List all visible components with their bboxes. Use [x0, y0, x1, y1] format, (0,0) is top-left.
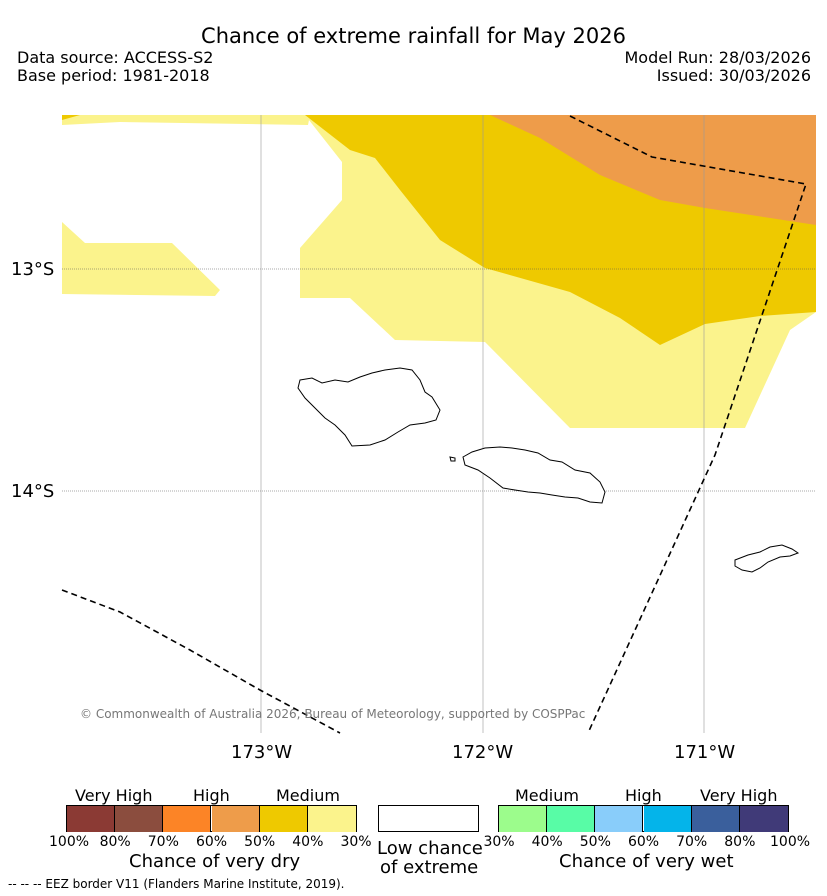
graticule — [62, 268, 816, 492]
lon-label-171w: 171°W — [674, 742, 736, 763]
issued-label: Issued: 30/03/2026 — [656, 66, 811, 85]
wet-swatch-1 — [547, 806, 596, 832]
dry-colorbar — [66, 805, 357, 832]
wet-percent-label: 50% — [579, 834, 611, 850]
dry-header-very-high: Very High — [75, 786, 153, 805]
wet-percent-label: 60% — [627, 834, 660, 850]
upolu-island — [462, 446, 606, 504]
dry-swatch-3 — [211, 806, 260, 832]
copyright-note: © Commonwealth of Australia 2026, Bureau… — [80, 707, 586, 721]
dry-swatch-2 — [163, 806, 212, 832]
low-chance-swatch — [378, 805, 479, 832]
dry-percent-label: 70% — [147, 834, 179, 850]
wet-percent-label: 30% — [483, 834, 515, 850]
dry-swatch-1 — [115, 806, 164, 832]
wet-header-high: High — [625, 786, 662, 805]
wet-percent-label: 100% — [770, 834, 811, 850]
wet-colorbar — [498, 805, 789, 832]
eez-borders — [61, 115, 808, 734]
dry-percent-label: 100% — [49, 834, 90, 850]
wet-percent-label: 70% — [676, 834, 708, 850]
savaii-island — [297, 367, 441, 447]
high-dry-region — [490, 115, 816, 225]
low-chance-title-line1: Low chance — [377, 838, 483, 859]
medium-dry-light-region-west — [62, 115, 310, 296]
lat-label-14s: 14°S — [11, 481, 55, 502]
wet-legend-title: Chance of very wet — [559, 851, 734, 872]
dry-percent-label: 30% — [340, 834, 372, 850]
data-source-label: Data source: ACCESS-S2 — [17, 48, 214, 67]
tutuila-island — [734, 544, 800, 573]
wet-header-medium: Medium — [515, 786, 579, 805]
wet-swatch-4 — [691, 806, 740, 832]
dry-percent-label: 60% — [195, 834, 228, 850]
model-run-label: Model Run: 28/03/2026 — [624, 48, 812, 67]
eez-border-east — [569, 115, 808, 734]
coastlines — [297, 367, 800, 573]
eez-border-southwest — [61, 589, 341, 734]
lon-label-173w: 173°W — [231, 742, 293, 763]
dry-header-medium: Medium — [276, 786, 340, 805]
manono-islet — [449, 456, 456, 462]
dry-swatch-0 — [67, 806, 116, 832]
wet-swatch-2 — [595, 806, 644, 832]
wet-swatch-5 — [739, 806, 788, 832]
dry-percent-label: 40% — [292, 834, 324, 850]
dry-percent-label: 80% — [99, 834, 131, 850]
low-chance-title-line2: of extreme — [380, 857, 479, 878]
dry-swatch-5 — [307, 806, 356, 832]
wet-swatch-0 — [499, 806, 548, 832]
lon-label-172w: 172°W — [452, 742, 514, 763]
wet-swatch-3 — [643, 806, 692, 832]
base-period-label: Base period: 1981-2018 — [17, 66, 210, 85]
dry-swatch-4 — [259, 806, 308, 832]
dry-percent-label: 50% — [244, 834, 276, 850]
medium-dry-dark-sliver — [62, 115, 80, 120]
meridians — [260, 115, 705, 733]
dry-header-high: High — [193, 786, 230, 805]
wet-header-very-high: Very High — [700, 786, 778, 805]
dry-legend-title: Chance of very dry — [129, 851, 301, 872]
eez-border-note: -- -- -- EEZ border V11 (Flanders Marine… — [8, 877, 345, 891]
wet-percent-label: 80% — [724, 834, 756, 850]
map-title: Chance of extreme rainfall for May 2026 — [201, 24, 626, 48]
lat-label-13s: 13°S — [11, 259, 55, 280]
probability-layers — [62, 115, 816, 428]
wet-percent-label: 40% — [531, 834, 563, 850]
